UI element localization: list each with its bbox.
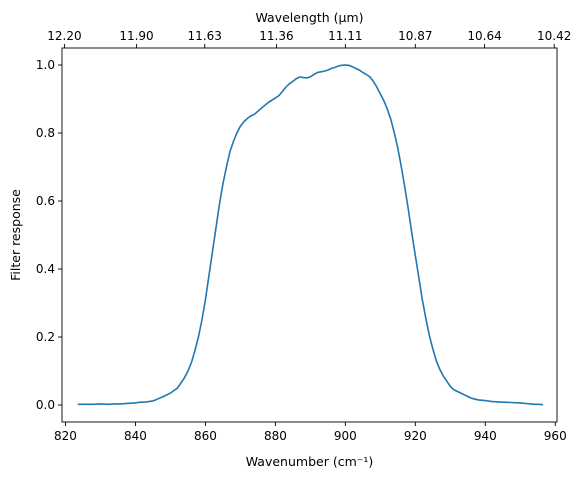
y-tick-label-1: 0.2 (36, 330, 55, 344)
y-tick-label-2: 0.4 (36, 262, 55, 276)
y-tick-label-4: 0.8 (36, 126, 55, 140)
top-tick-label-5: 10.87 (398, 29, 432, 43)
top-tick-label-7: 10.42 (537, 29, 571, 43)
x-axis-label: Wavenumber (cm⁻¹) (246, 454, 373, 469)
y-axis-ticks: 0.0 0.2 0.4 0.6 0.8 1.0 (36, 58, 62, 412)
x-tick-label-3: 880 (264, 429, 287, 443)
top-tick-label-6: 10.64 (467, 29, 501, 43)
top-axis-label: Wavelength (μm) (255, 10, 363, 25)
y-tick-label-5: 1.0 (36, 58, 55, 72)
x-tick-label-2: 860 (194, 429, 217, 443)
y-tick-label-0: 0.0 (36, 398, 55, 412)
top-tick-label-3: 11.36 (259, 29, 293, 43)
x-tick-label-1: 840 (124, 429, 147, 443)
top-axis-ticks: 12.20 11.90 11.63 11.36 11.11 10.87 10.64 10.42 (47, 29, 571, 48)
x-tick-label-7: 960 (544, 429, 567, 443)
top-tick-label-0: 12.20 (47, 29, 81, 43)
x-tick-label-5: 920 (404, 429, 427, 443)
top-tick-label-1: 11.90 (119, 29, 153, 43)
y-tick-label-3: 0.6 (36, 194, 55, 208)
top-tick-label-4: 11.11 (328, 29, 362, 43)
x-axis-ticks: 820 840 860 880 900 920 940 960 (54, 422, 567, 443)
x-tick-label-4: 900 (334, 429, 357, 443)
series-line (77, 64, 544, 406)
x-tick-label-6: 940 (474, 429, 497, 443)
x-tick-label-0: 820 (54, 429, 77, 443)
y-axis-label: Filter response (8, 189, 23, 281)
top-tick-label-2: 11.63 (188, 29, 222, 43)
plot-frame (61, 47, 558, 423)
